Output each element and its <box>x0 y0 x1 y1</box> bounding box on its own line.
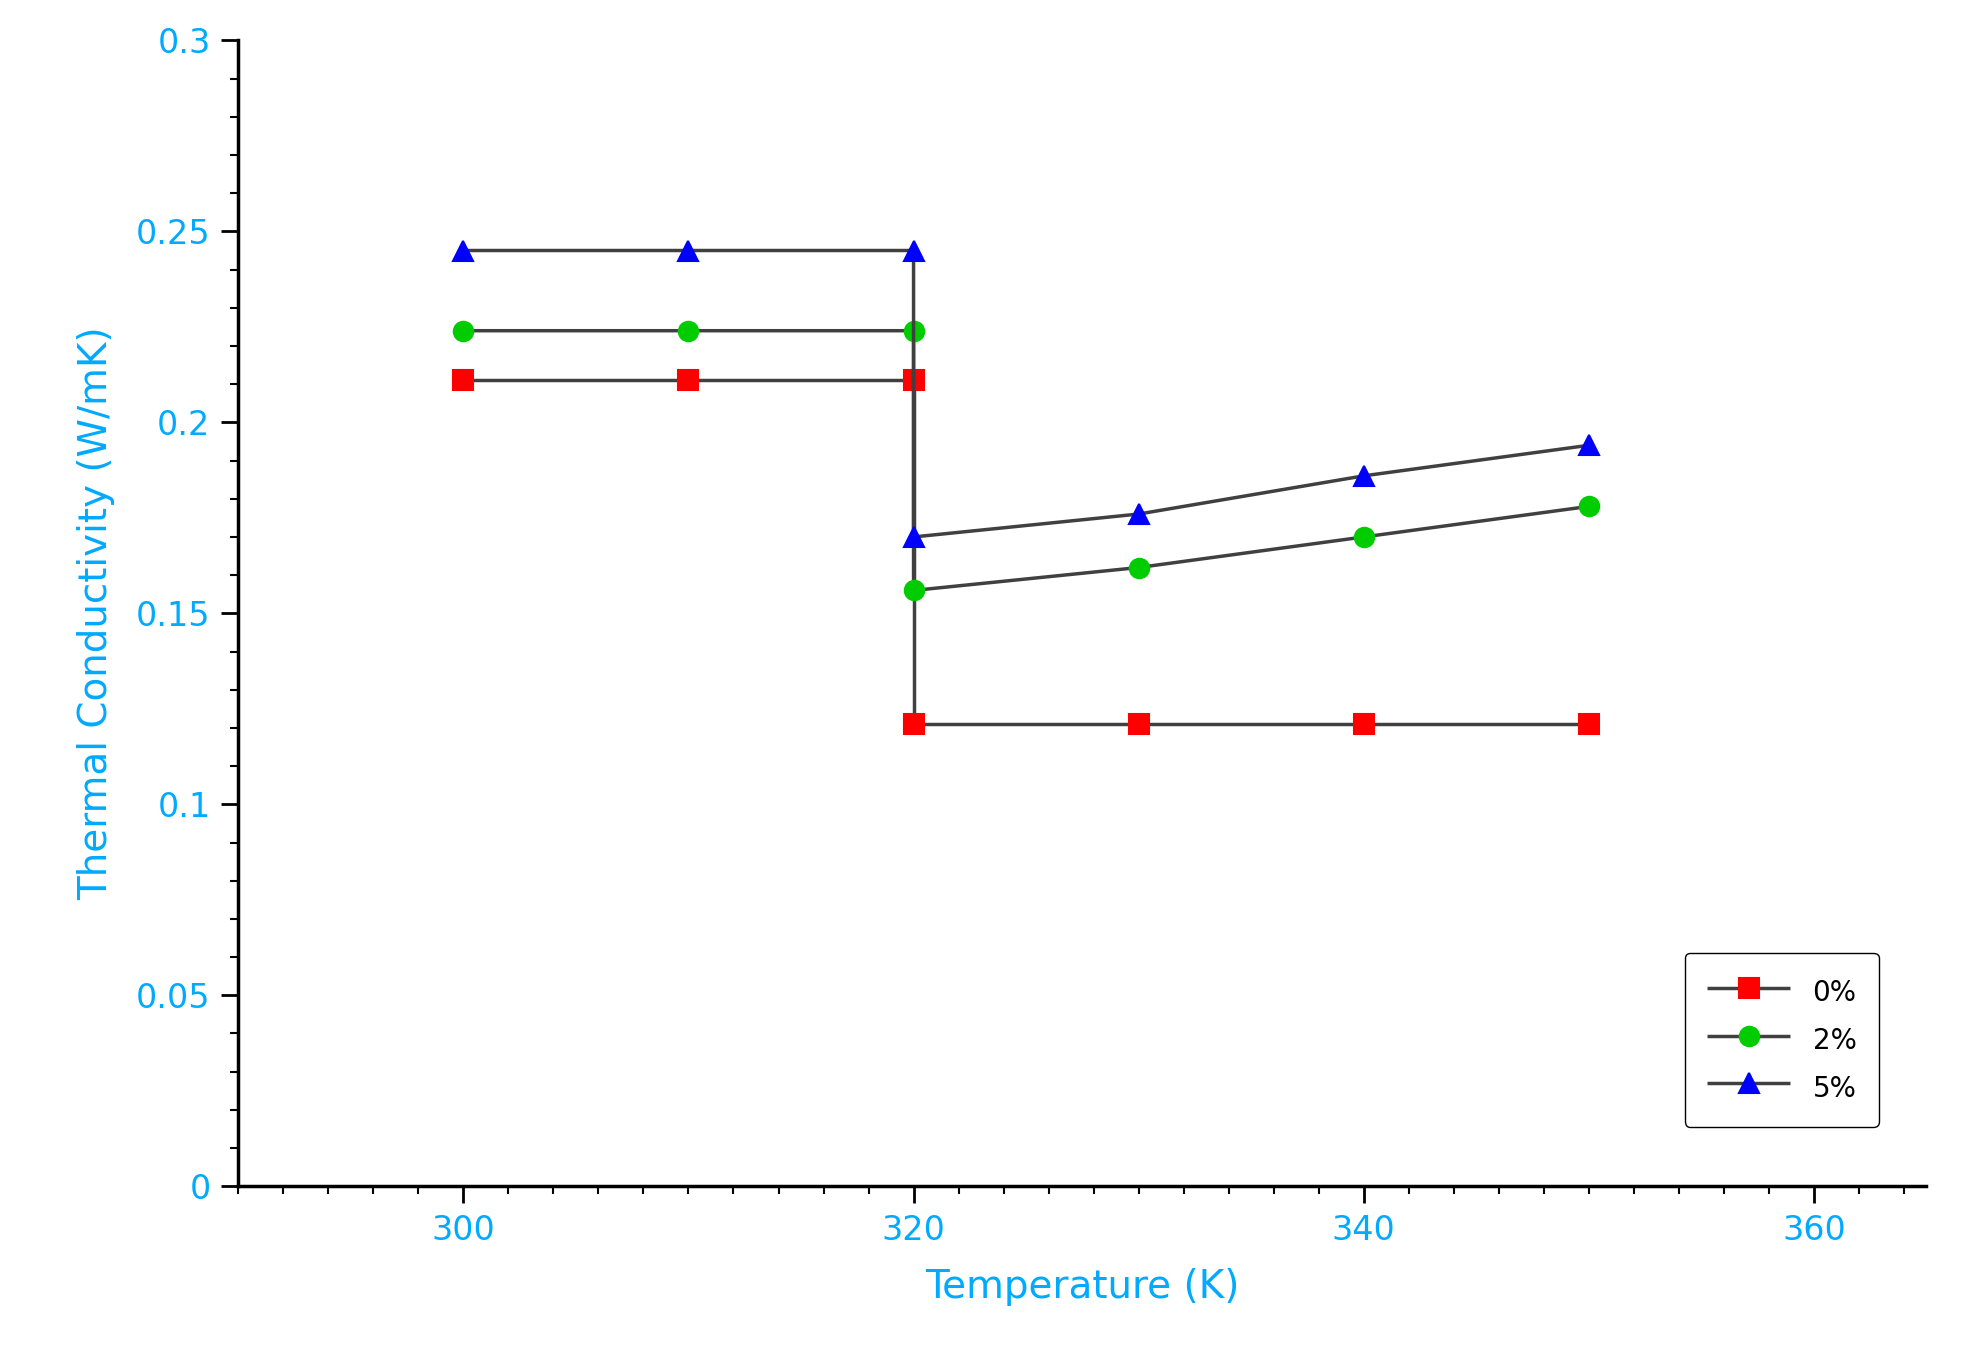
5% <box>902 528 925 545</box>
2% <box>451 322 475 338</box>
Line: 5%: 5% <box>453 241 1599 547</box>
Line: 2%: 2% <box>453 321 1599 600</box>
0% <box>1577 716 1601 732</box>
2% <box>902 582 925 599</box>
0% <box>902 716 925 732</box>
5% <box>1352 468 1376 484</box>
0% <box>1352 716 1376 732</box>
Legend: 0%, 2%, 5%: 0%, 2%, 5% <box>1684 953 1879 1127</box>
5% <box>902 243 925 259</box>
Line: 0%: 0% <box>453 371 1599 733</box>
2% <box>1352 528 1376 545</box>
2% <box>1126 559 1150 576</box>
2% <box>1577 499 1601 515</box>
2% <box>677 322 701 338</box>
5% <box>451 243 475 259</box>
0% <box>1126 716 1150 732</box>
0% <box>451 372 475 388</box>
5% <box>677 243 701 259</box>
X-axis label: Temperature (K): Temperature (K) <box>925 1268 1239 1306</box>
2% <box>902 322 925 338</box>
Y-axis label: Thermal Conductivity (W/mK): Thermal Conductivity (W/mK) <box>77 326 115 900</box>
0% <box>902 372 925 388</box>
0% <box>677 372 701 388</box>
5% <box>1126 506 1150 522</box>
5% <box>1577 437 1601 453</box>
